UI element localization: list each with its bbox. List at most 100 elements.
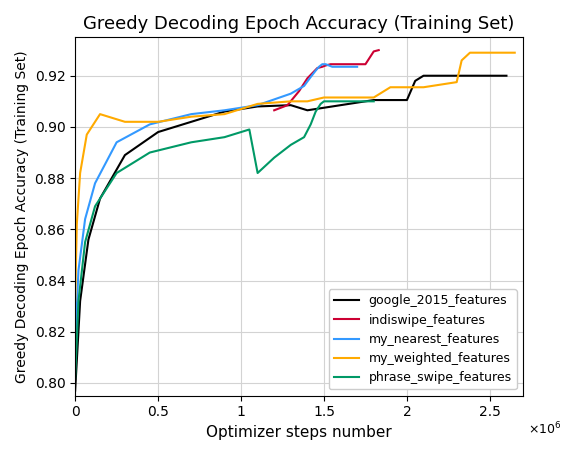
Line: google_2015_features: google_2015_features bbox=[75, 76, 506, 390]
my_nearest_features bbox=[329, 64, 336, 70]
X-axis label: Optimizer steps number: Optimizer steps number bbox=[206, 425, 392, 440]
google_2015_features bbox=[420, 73, 427, 78]
phrase_swipe_features bbox=[146, 150, 153, 155]
my_nearest_features bbox=[71, 342, 78, 347]
my_weighted_features bbox=[467, 50, 473, 56]
google_2015_features bbox=[437, 73, 444, 78]
indiswipe_features bbox=[304, 76, 311, 81]
indiswipe_features bbox=[327, 61, 334, 67]
my_nearest_features bbox=[316, 64, 323, 70]
my_weighted_features bbox=[387, 85, 394, 90]
phrase_swipe_features bbox=[320, 99, 327, 104]
my_weighted_features bbox=[304, 99, 311, 104]
phrase_swipe_features bbox=[82, 239, 89, 245]
my_weighted_features bbox=[154, 119, 161, 125]
google_2015_features bbox=[85, 237, 92, 243]
my_nearest_features bbox=[319, 61, 326, 67]
phrase_swipe_features bbox=[271, 155, 278, 160]
phrase_swipe_features bbox=[254, 170, 261, 176]
phrase_swipe_features bbox=[370, 99, 377, 104]
phrase_swipe_features bbox=[337, 99, 344, 104]
my_nearest_features bbox=[92, 181, 98, 186]
indiswipe_features bbox=[271, 107, 278, 113]
google_2015_features bbox=[429, 73, 435, 78]
google_2015_features bbox=[320, 105, 327, 111]
phrase_swipe_features bbox=[312, 109, 319, 114]
phrase_swipe_features bbox=[354, 99, 361, 104]
google_2015_features bbox=[188, 119, 195, 125]
Legend: google_2015_features, indiswipe_features, my_nearest_features, my_weighted_featu: google_2015_features, indiswipe_features… bbox=[329, 289, 517, 389]
phrase_swipe_features bbox=[188, 140, 195, 145]
my_weighted_features bbox=[71, 298, 78, 304]
google_2015_features bbox=[412, 78, 419, 84]
my_weighted_features bbox=[337, 95, 344, 100]
phrase_swipe_features bbox=[221, 134, 228, 140]
google_2015_features bbox=[254, 104, 261, 109]
phrase_swipe_features bbox=[301, 134, 308, 140]
indiswipe_features bbox=[295, 88, 302, 94]
my_weighted_features bbox=[478, 50, 485, 56]
google_2015_features bbox=[97, 196, 104, 202]
my_nearest_features bbox=[254, 102, 261, 108]
indiswipe_features bbox=[375, 47, 382, 53]
phrase_swipe_features bbox=[92, 203, 98, 209]
indiswipe_features bbox=[362, 61, 369, 67]
indiswipe_features bbox=[309, 71, 316, 76]
google_2015_features bbox=[77, 298, 84, 304]
Line: indiswipe_features: indiswipe_features bbox=[274, 50, 378, 110]
my_weighted_features bbox=[254, 101, 261, 106]
my_weighted_features bbox=[420, 85, 427, 90]
my_weighted_features bbox=[403, 85, 410, 90]
my_nearest_features bbox=[113, 140, 120, 145]
phrase_swipe_features bbox=[307, 121, 314, 127]
Line: my_weighted_features: my_weighted_features bbox=[75, 53, 515, 301]
my_weighted_features bbox=[320, 95, 327, 100]
phrase_swipe_features bbox=[317, 101, 324, 106]
my_weighted_features bbox=[84, 132, 90, 137]
indiswipe_features bbox=[284, 102, 291, 108]
my_nearest_features bbox=[287, 91, 294, 96]
Line: my_nearest_features: my_nearest_features bbox=[75, 64, 357, 344]
my_nearest_features bbox=[322, 61, 329, 67]
my_weighted_features bbox=[511, 50, 518, 56]
my_weighted_features bbox=[221, 111, 228, 117]
google_2015_features bbox=[122, 152, 128, 158]
my_nearest_features bbox=[75, 268, 82, 273]
my_nearest_features bbox=[337, 64, 344, 70]
phrase_swipe_features bbox=[71, 375, 78, 380]
google_2015_features bbox=[287, 102, 294, 108]
my_weighted_features bbox=[370, 95, 377, 100]
Line: phrase_swipe_features: phrase_swipe_features bbox=[75, 101, 374, 378]
google_2015_features bbox=[370, 97, 377, 103]
indiswipe_features bbox=[319, 64, 326, 70]
my_nearest_features bbox=[146, 121, 153, 127]
my_weighted_features bbox=[73, 222, 80, 227]
Y-axis label: Greedy Decoding Epoch Accuracy (Training Set): Greedy Decoding Epoch Accuracy (Training… bbox=[15, 50, 29, 383]
my_weighted_features bbox=[503, 50, 510, 56]
Text: $\times10^6$: $\times10^6$ bbox=[528, 421, 561, 437]
Title: Greedy Decoding Epoch Accuracy (Training Set): Greedy Decoding Epoch Accuracy (Training… bbox=[84, 15, 515, 33]
my_nearest_features bbox=[354, 64, 361, 70]
google_2015_features bbox=[71, 388, 78, 393]
phrase_swipe_features bbox=[246, 127, 253, 132]
indiswipe_features bbox=[370, 49, 377, 54]
my_nearest_features bbox=[301, 83, 308, 89]
google_2015_features bbox=[387, 97, 394, 103]
google_2015_features bbox=[503, 73, 510, 78]
phrase_swipe_features bbox=[113, 170, 120, 176]
google_2015_features bbox=[403, 97, 410, 103]
my_weighted_features bbox=[77, 170, 84, 176]
indiswipe_features bbox=[354, 61, 361, 67]
my_weighted_features bbox=[437, 82, 444, 87]
google_2015_features bbox=[337, 102, 344, 108]
my_nearest_features bbox=[346, 64, 353, 70]
my_weighted_features bbox=[458, 58, 465, 63]
my_weighted_features bbox=[97, 111, 104, 117]
my_nearest_features bbox=[221, 107, 228, 113]
my_nearest_features bbox=[307, 74, 314, 80]
google_2015_features bbox=[354, 100, 361, 106]
indiswipe_features bbox=[314, 66, 321, 71]
google_2015_features bbox=[154, 129, 161, 135]
my_weighted_features bbox=[188, 114, 195, 119]
my_weighted_features bbox=[287, 99, 294, 104]
